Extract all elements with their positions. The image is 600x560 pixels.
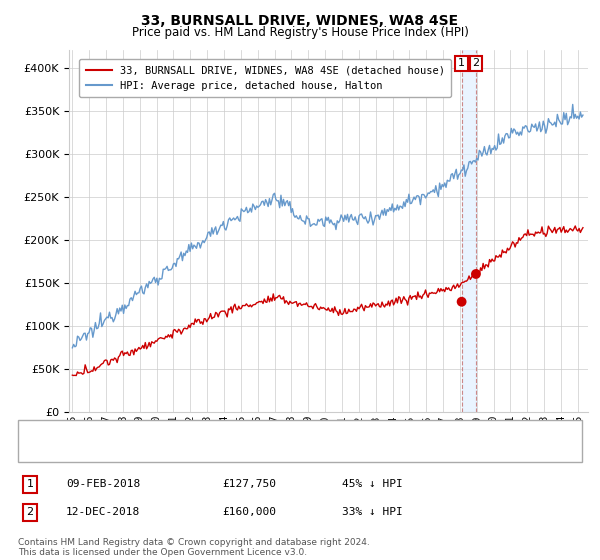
Text: 2: 2 [26, 507, 34, 517]
Text: 33, BURNSALL DRIVE, WIDNES, WA8 4SE: 33, BURNSALL DRIVE, WIDNES, WA8 4SE [142, 14, 458, 28]
Point [457, 297, 466, 306]
Text: Contains HM Land Registry data © Crown copyright and database right 2024.
This d: Contains HM Land Registry data © Crown c… [18, 538, 370, 557]
Text: 09-FEB-2018: 09-FEB-2018 [66, 479, 140, 489]
Point [471, 269, 481, 278]
Text: £160,000: £160,000 [222, 507, 276, 517]
Text: 45% ↓ HPI: 45% ↓ HPI [342, 479, 403, 489]
Text: 12-DEC-2018: 12-DEC-2018 [66, 507, 140, 517]
Text: 33, BURNSALL DRIVE, WIDNES, WA8 4SE (detached house): 33, BURNSALL DRIVE, WIDNES, WA8 4SE (det… [99, 427, 424, 437]
Text: 2: 2 [472, 58, 479, 68]
Bar [461, 50, 476, 412]
Text: 33% ↓ HPI: 33% ↓ HPI [342, 507, 403, 517]
Text: 1: 1 [26, 479, 34, 489]
Text: ————: ———— [42, 446, 86, 456]
Text: 1: 1 [458, 58, 465, 68]
Text: £127,750: £127,750 [222, 479, 276, 489]
Text: ————: ———— [42, 427, 86, 437]
Legend: 33, BURNSALL DRIVE, WIDNES, WA8 4SE (detached house), HPI: Average price, detach: 33, BURNSALL DRIVE, WIDNES, WA8 4SE (det… [79, 59, 451, 97]
Text: Price paid vs. HM Land Registry's House Price Index (HPI): Price paid vs. HM Land Registry's House … [131, 26, 469, 39]
Text: HPI: Average price, detached house, Halton: HPI: Average price, detached house, Halt… [99, 446, 361, 456]
